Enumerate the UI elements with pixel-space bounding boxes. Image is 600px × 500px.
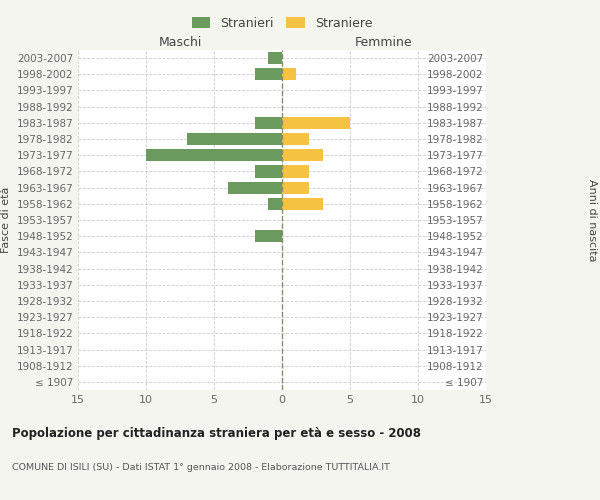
Text: Anni di nascita: Anni di nascita [587,179,597,261]
Text: COMUNE DI ISILI (SU) - Dati ISTAT 1° gennaio 2008 - Elaborazione TUTTITALIA.IT: COMUNE DI ISILI (SU) - Dati ISTAT 1° gen… [12,462,390,471]
Bar [282,68,296,80]
Bar [268,52,282,64]
Bar [282,182,309,194]
Bar [282,133,309,145]
Bar [187,133,282,145]
Bar [255,166,282,177]
Bar [146,149,282,162]
Text: Femmine: Femmine [355,36,413,49]
Bar [282,166,309,177]
Bar [255,230,282,242]
Bar [268,198,282,210]
Bar [282,198,323,210]
Bar [255,117,282,129]
Bar [255,68,282,80]
Text: Maschi: Maschi [158,36,202,49]
Bar [227,182,282,194]
Y-axis label: Fasce di età: Fasce di età [1,187,11,253]
Legend: Stranieri, Straniere: Stranieri, Straniere [187,12,377,35]
Bar [282,117,350,129]
Text: Popolazione per cittadinanza straniera per età e sesso - 2008: Popolazione per cittadinanza straniera p… [12,428,421,440]
Bar [282,149,323,162]
